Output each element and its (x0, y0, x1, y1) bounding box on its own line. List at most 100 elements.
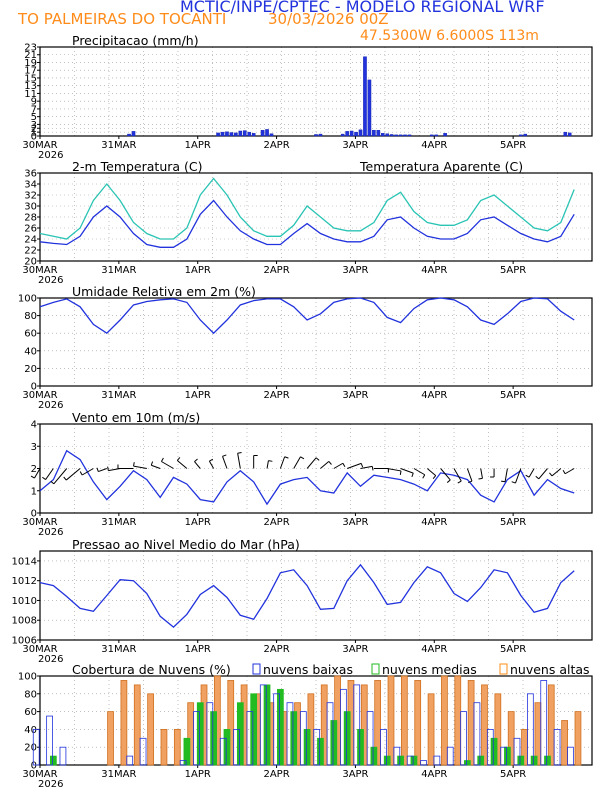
wind-barb (515, 468, 522, 484)
high-cloud-bar (160, 729, 168, 766)
precip-bar (216, 132, 220, 137)
precip-year-label: 2026 (38, 150, 63, 161)
wind-barb-flag (300, 456, 305, 460)
wind-barb-flag (457, 480, 462, 484)
mid-cloud-bar (330, 720, 338, 766)
high-cloud-bar (133, 684, 141, 766)
mid-cloud-bar (250, 693, 258, 766)
precip-y-tick-label: 3 (31, 120, 37, 131)
wind-barb-flag (42, 476, 46, 480)
humidity-line (39, 297, 575, 335)
low-cloud-bar (553, 729, 561, 766)
cloud-legend-label: nuvens medias (382, 662, 477, 677)
precip-x-tick-label: 3APR (342, 140, 368, 151)
location-label: TO PALMEIRAS DO TOCANTI (18, 10, 227, 28)
high-cloud-bar (441, 675, 448, 766)
low-cloud-bar (380, 729, 387, 766)
clouds-title: Cobertura de Nuvens (%) (72, 662, 231, 677)
temp-y-tick-label: 28 (24, 213, 37, 224)
wind-barb-flag (468, 480, 473, 484)
high-cloud-bar (481, 684, 488, 766)
high-cloud-bar (534, 702, 542, 766)
low-cloud-bar (32, 729, 40, 766)
wind-barb (360, 465, 373, 469)
high-cloud-bar (374, 680, 382, 766)
wind-barb (53, 468, 68, 485)
wind-barb (266, 460, 269, 469)
wind-barb-flag (549, 472, 553, 477)
low-cloud-bar (446, 746, 454, 766)
cloud-legend-swatch (252, 663, 261, 675)
mid-cloud-bar (477, 755, 485, 766)
wind-barb (504, 468, 508, 482)
precip-bar (403, 134, 407, 137)
wind-barb (306, 457, 317, 469)
wind-barb (293, 456, 301, 469)
precip-x-tick-label: 30MAR (22, 140, 57, 151)
wind-x-tick-label: 31MAR (101, 517, 136, 528)
high-cloud-bar (454, 675, 462, 766)
wind-barb (466, 468, 473, 482)
precip-bar (251, 133, 256, 137)
precip-bar (358, 129, 363, 137)
wind-barb (279, 456, 286, 469)
low-cloud-bar (179, 760, 187, 766)
clouds-y-tick-label: 100 (18, 672, 37, 683)
wind-barb (237, 453, 241, 469)
wind-y-tick-label: 2 (31, 464, 37, 475)
wind-barb (65, 468, 81, 481)
precip-bar (131, 131, 136, 137)
wind-barb-flag (511, 481, 516, 484)
slp-frame (39, 550, 593, 641)
low-cloud-bar (46, 715, 53, 766)
temp-y-tick-label: 26 (24, 224, 37, 235)
rh-y-tick-label: 40 (24, 346, 37, 357)
wind-barb-flag (371, 466, 374, 471)
slp-x-tick-label: 31MAR (101, 644, 136, 655)
precip-bar (260, 129, 265, 137)
low-cloud-bar (526, 693, 534, 766)
wind-barb (426, 468, 437, 476)
temp-y-tick-label: 24 (24, 235, 37, 246)
wind-x-tick-label: 4APR (421, 517, 447, 528)
wind-barb-flag (422, 474, 426, 479)
low-cloud-bar (420, 760, 427, 766)
precip-bar (380, 133, 385, 137)
wind-barb (453, 468, 462, 482)
high-cloud-bar (147, 693, 154, 766)
wind-title: Vento em 10m (m/s) (72, 410, 200, 425)
precip-bar (394, 134, 398, 137)
cloud-legend-swatch (371, 663, 380, 675)
slp-x-tick-label: 5APR (500, 644, 526, 655)
slp-year-label: 2026 (38, 654, 63, 665)
wind-barb-flag (411, 472, 414, 478)
mid-cloud-bar (210, 711, 217, 766)
temp-y-tick-label: 36 (24, 169, 37, 180)
wind-x-tick-label: 1APR (185, 517, 211, 528)
run-time-label: 30/03/2026 00Z (268, 10, 389, 28)
precip-y-tick-label: 2 (31, 124, 37, 135)
mid-cloud-bar (383, 755, 391, 766)
precip-bar (367, 79, 372, 137)
clouds-x-tick-label: 2APR (263, 769, 289, 780)
precip-bar (372, 129, 376, 137)
clouds-year-label: 2026 (38, 779, 63, 790)
precip-y-tick-label: 5 (31, 112, 37, 123)
low-cloud-bar (500, 746, 508, 766)
high-cloud-bar (547, 684, 555, 766)
low-cloud-bar (299, 711, 307, 766)
clouds-x-tick-label: 5APR (500, 769, 526, 780)
clouds-x-tick-label: 4APR (421, 769, 447, 780)
precip-bar (340, 133, 345, 137)
mid-cloud-bar (357, 729, 364, 766)
mid-cloud-bar (223, 729, 231, 766)
slp-y-tick-label: 1014 (12, 556, 37, 567)
wind-speed-line (39, 449, 575, 506)
temp-y-tick-label: 34 (24, 180, 37, 191)
precip-y-tick-label: 23 (24, 43, 37, 54)
wind-y-tick-label: 3 (31, 442, 37, 453)
precip-bar (518, 134, 523, 137)
wind-barb-flag (194, 458, 198, 462)
low-cloud-bar (206, 702, 214, 766)
precip-bar (434, 134, 438, 137)
